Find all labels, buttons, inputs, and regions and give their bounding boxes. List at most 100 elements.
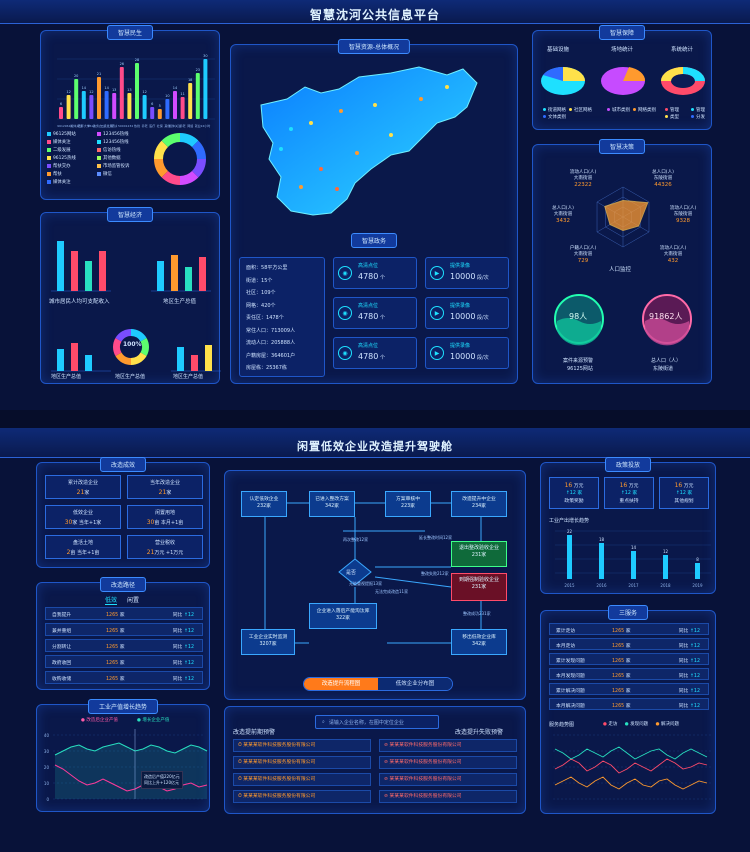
map-point[interactable] (335, 187, 339, 191)
flow-annotation: 无法完成改造11家 (375, 589, 409, 594)
row-compare-label: 同比 (172, 629, 184, 634)
top-title: 智慧沈河公共信息平台 (309, 8, 440, 22)
gov-item-card[interactable]: ▶ 提供录像 10000 段/次 (425, 337, 509, 369)
livelihood-legend-item: 其他数据 (97, 155, 121, 161)
livelihood-bar-value: 20 (74, 74, 78, 78)
data-row[interactable]: 兼并重组 1265 家 同比 ↑12 (45, 623, 203, 636)
data-row[interactable]: 累计解决问题 1265 家 同比 ↑12 (549, 683, 709, 695)
path-tab-idle[interactable]: 闲置 (127, 597, 140, 604)
row-compare: 同比 ↑12 (679, 702, 700, 709)
flow-node[interactable]: 移出低效企业库 342家 (451, 629, 507, 655)
data-row[interactable]: 本月解决问题 1265 家 同比 ↑12 (549, 698, 709, 710)
map-point[interactable] (279, 147, 283, 151)
map-point[interactable] (339, 109, 343, 113)
resources-title: 智慧资源-总体概况 (337, 39, 411, 54)
policy-x-tick: 2017 (628, 583, 639, 588)
effect-number: 30 (146, 519, 155, 526)
search-box[interactable]: ⌕ 请输入企业名称，在图中定位企业 (315, 715, 439, 729)
livelihood-legend-item: 媒体关注 (47, 139, 71, 145)
data-row[interactable]: 本月走访 1265 家 同比 ↑12 (549, 638, 709, 650)
map-point[interactable] (299, 185, 303, 189)
legend-label: 网络类别 (638, 108, 656, 113)
livelihood-bar (195, 73, 200, 119)
policy-card[interactable]: 16 万元 ↑12 家其他规划 (659, 477, 709, 509)
livelihood-bar-label: 其他 (164, 123, 170, 128)
radar-label: 流动人口(人) (660, 244, 687, 251)
map-point[interactable] (319, 167, 323, 171)
flow-node[interactable]: 改造提升中企业 234家 (451, 491, 507, 517)
legend-swatch (97, 163, 101, 168)
warning-company-row[interactable]: ⏱ 某某某软件科技服务股份有限公司 (233, 739, 371, 752)
gov-item-card[interactable]: ◉ 高清点位 4780 个 (333, 257, 417, 289)
flow-node-count: 232家 (257, 504, 271, 509)
effect-card: 盘活土地 2亩 当年+1亩 (45, 535, 121, 559)
gov-item-card[interactable]: ▶ 提供录像 10000 段/次 (425, 297, 509, 329)
flow-tab-distribution[interactable]: 低效企业分布图 (378, 678, 452, 690)
flow-green-box[interactable]: 退出整改验收企业 231家 (451, 541, 507, 567)
legend-swatch (47, 179, 51, 184)
map-point[interactable] (289, 127, 293, 131)
data-row[interactable]: 政府收回 1265 家 同比 ↑12 (45, 655, 203, 668)
flow-red-box[interactable]: 到期强制验收企业 231家 (451, 573, 507, 601)
path-tab-lowefficiency[interactable]: 低效 (105, 597, 118, 605)
warning-company-row[interactable]: ⏱ 某某某软件科技服务股份有限公司 (233, 773, 371, 786)
data-row[interactable]: 分割转让 1265 家 同比 ↑12 (45, 639, 203, 652)
map-point[interactable] (373, 103, 377, 107)
data-row[interactable]: 本月发现问题 1265 家 同比 ↑12 (549, 668, 709, 680)
warning-company-row[interactable]: ⊘ 某某某软件科技服务股份有限公司 (379, 790, 517, 803)
gov-item-label: 高清点位 (358, 303, 379, 309)
policy-card[interactable]: 16 万元 ↑12 家政策奖励 (549, 477, 599, 509)
livelihood-bar-label: 老年大学 (78, 123, 90, 128)
legend-label: 信访热线 (103, 148, 121, 153)
gov-item-card[interactable]: ◉ 高清点位 4780 个 (333, 297, 417, 329)
flow-node[interactable]: 方案审核中 223家 (385, 491, 431, 517)
flow-node-label: 企业进入落后产能淘汰库 (316, 609, 370, 614)
legend-swatch (47, 139, 51, 144)
warning-company-row[interactable]: ⊘ 某某某软件科技服务股份有限公司 (379, 739, 517, 752)
effect-label: 当年改造企业 (149, 480, 180, 486)
flow-node[interactable]: 认定低效企业 232家 (241, 491, 287, 517)
data-row[interactable]: 累计发现问题 1265 家 同比 ↑12 (549, 653, 709, 665)
effect-number: 30 (64, 519, 73, 526)
map-point[interactable] (419, 97, 423, 101)
trend-y-tick: 30 (44, 749, 50, 754)
flow-tab-process[interactable]: 改造提升流程图 (304, 678, 378, 690)
policy-card[interactable]: 16 万元 ↑12 家重点扶持 (604, 477, 654, 509)
data-row[interactable]: 自我提升 1265 家 同比 ↑12 (45, 607, 203, 620)
row-compare-label: 同比 (172, 661, 184, 666)
livelihood-bar (173, 91, 177, 119)
livelihood-legend-item: 123456热线 (97, 131, 129, 137)
warning-company-row[interactable]: ⏱ 某某某软件科技服务股份有限公司 (233, 756, 371, 769)
row-unit: 家 (624, 659, 631, 664)
gov-item-card[interactable]: ▶ 提供录像 10000 段/次 (425, 257, 509, 289)
map-point[interactable] (389, 133, 393, 137)
flow-node[interactable]: 企业进入落后产能淘汰库 322家 (309, 603, 377, 629)
legend-swatch (97, 139, 101, 144)
gov-item-card[interactable]: ◉ 高清点位 4780 个 (333, 337, 417, 369)
map-point[interactable] (309, 121, 313, 125)
decision-bubbles (554, 294, 692, 346)
warning-company-row[interactable]: ⊘ 某某某软件科技服务股份有限公司 (379, 756, 517, 769)
row-compare: 同比 ↑12 (679, 687, 700, 694)
map-point[interactable] (445, 85, 449, 89)
row-compare: 同比 ↑12 (679, 627, 700, 634)
row-name: 分割转让 (52, 645, 72, 650)
service-trend-title: 服务趋势图 (549, 722, 575, 728)
clock-icon: ⏱ (238, 777, 244, 782)
map-point[interactable] (355, 151, 359, 155)
row-name: 自我提升 (52, 613, 72, 618)
livelihood-bar-value: 14 (82, 86, 87, 90)
warning-company-row[interactable]: ⊘ 某某某软件科技服务股份有限公司 (379, 773, 517, 786)
data-row[interactable]: 累计走访 1265 家 同比 ↑12 (549, 623, 709, 635)
row-change: ↑12 (183, 613, 194, 618)
economy-chart5-label: 地区生产总值 (173, 374, 204, 380)
data-row[interactable]: 收购收储 1265 家 同比 ↑12 (45, 671, 203, 684)
livelihood-bar-label: 24小时 (200, 123, 210, 128)
flow-node[interactable]: 已进入整改方案 342家 (309, 491, 355, 517)
radar-label: 东陵街道 (654, 174, 673, 181)
flow-node[interactable]: 工业企业实时监测 3207家 (241, 629, 295, 655)
effect-panel: 改造成效 累计改造企业 21家 当年改造企业 21家 低效企业 30家 当年+1家 闲置用地… (36, 457, 210, 568)
warning-panel: ⌕ 请输入企业名称，在图中定位企业 改造提前期预警 改造提升失败预警 ⏱ 某某某… (224, 706, 526, 814)
resource-stat-value: 25367栋 (266, 365, 287, 371)
warning-company-row[interactable]: ⏱ 某某某软件科技服务股份有限公司 (233, 790, 371, 803)
